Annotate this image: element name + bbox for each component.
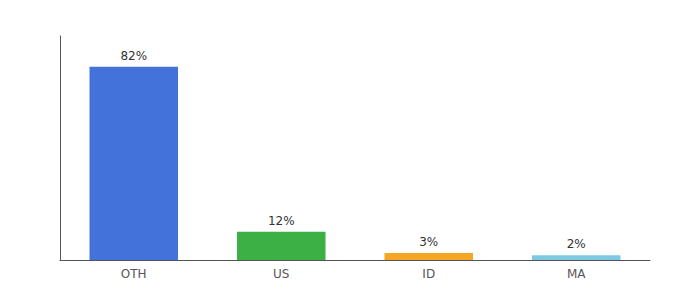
svg-text:82%: 82% [120, 49, 147, 63]
svg-text:OTH: OTH [121, 267, 147, 281]
svg-text:12%: 12% [268, 214, 295, 228]
svg-text:MA: MA [567, 267, 586, 281]
svg-text:3%: 3% [419, 235, 438, 249]
svg-text:2%: 2% [567, 237, 586, 251]
svg-text:US: US [273, 267, 289, 281]
svg-text:ID: ID [422, 267, 435, 281]
